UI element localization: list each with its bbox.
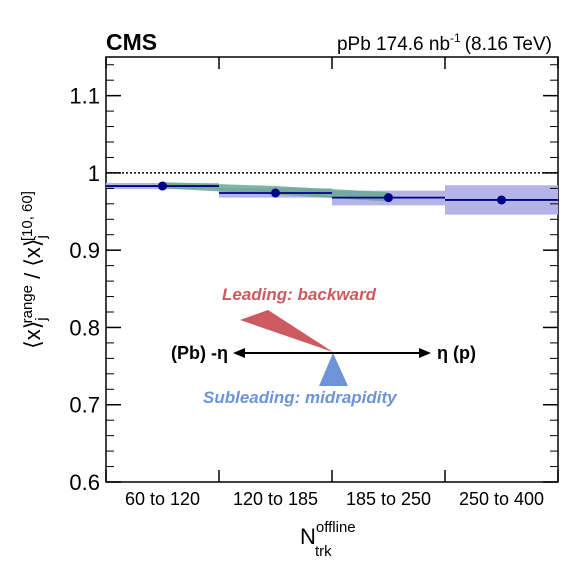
p-label: η (p) xyxy=(437,343,476,363)
y-tick-label: 0.8 xyxy=(69,315,100,340)
x-tick-label: 185 to 250 xyxy=(346,489,431,509)
x-axis-label-sup: offline xyxy=(316,519,356,536)
x-tick-label: 60 to 120 xyxy=(125,489,200,509)
x-tick-label: 120 to 185 xyxy=(233,489,318,509)
y-tick-label: 1.1 xyxy=(69,84,100,109)
data-point xyxy=(384,193,393,203)
dataset-label: pPb 174.6 nb-1 (8.16 TeV) xyxy=(337,31,552,55)
x-tick-label: 250 to 400 xyxy=(459,489,544,509)
data-series xyxy=(106,181,558,205)
x-axis-label-sub: trk xyxy=(315,543,332,560)
y-axis-ticks: 0.6 0.7 0.8 0.9 1 1.1 xyxy=(69,64,558,495)
y-tick-label: 0.7 xyxy=(69,393,100,418)
y-tick-label: 0.9 xyxy=(69,238,100,263)
dataset-exponent: -1 xyxy=(450,31,461,45)
dataset-energy: (8.16 TeV) xyxy=(465,34,552,55)
experiment-label: CMS xyxy=(106,29,157,55)
x-axis-label-main: N xyxy=(300,524,316,549)
data-point xyxy=(271,188,280,198)
subleading-triangle xyxy=(319,353,348,386)
dataset-prefix: pPb 174.6 nb xyxy=(337,34,450,55)
arrow-left-icon xyxy=(233,348,245,358)
y-tick-label: 1 xyxy=(88,161,100,186)
plot-frame xyxy=(105,56,559,483)
leading-triangle xyxy=(240,310,333,352)
pb-label: (Pb) -η xyxy=(171,343,228,363)
data-point xyxy=(497,195,506,205)
data-point xyxy=(158,181,167,191)
x-axis-label: Noffline trk xyxy=(300,519,356,560)
subleading-label: Subleading: midrapidity xyxy=(203,388,398,407)
y-tick-label: 0.6 xyxy=(69,470,100,495)
x-axis-ticks: 60 to 120 120 to 185 185 to 250 250 to 400 xyxy=(105,57,559,509)
arrow-right-icon xyxy=(419,348,431,358)
leading-label: Leading: backward xyxy=(222,285,377,304)
y-axis-label: ⟨x⟩jrange / ⟨x⟩j[10, 60] xyxy=(19,191,50,349)
